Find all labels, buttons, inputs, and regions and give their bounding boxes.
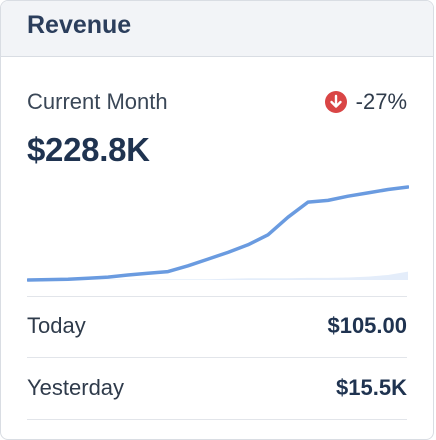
stat-label: Yesterday xyxy=(27,375,125,400)
card-header: Revenue xyxy=(1,1,433,57)
arrow-down-circle-icon xyxy=(324,91,347,113)
divider xyxy=(27,419,407,420)
card-title: Revenue xyxy=(27,11,132,39)
current-period-line xyxy=(27,185,409,282)
metric-row: Current Month -27% xyxy=(27,87,407,117)
change-value: -27% xyxy=(355,89,407,114)
metric-label: Current Month xyxy=(27,89,168,114)
stat-label: Today xyxy=(27,313,86,338)
revenue-sparkline xyxy=(27,185,409,282)
stat-value: $15.5K xyxy=(336,375,407,400)
divider xyxy=(27,296,407,297)
stat-value: $105.00 xyxy=(327,313,407,338)
change-indicator: -27% xyxy=(324,89,407,115)
revenue-value: $228.8K xyxy=(27,131,150,168)
stat-row-yesterday: Yesterday $15.5K xyxy=(27,368,407,408)
stat-row-today: Today $105.00 xyxy=(27,306,407,346)
divider xyxy=(27,357,407,358)
